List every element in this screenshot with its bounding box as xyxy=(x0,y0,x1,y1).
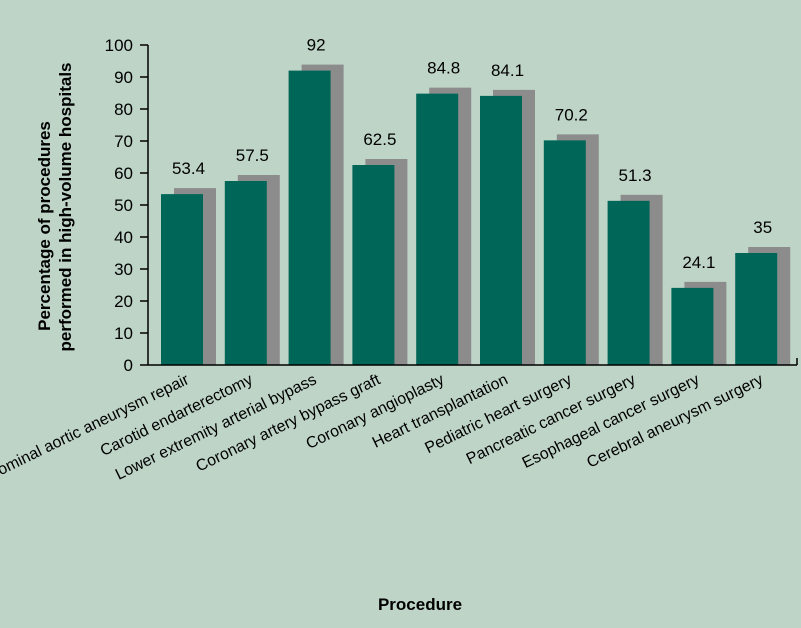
bar-4 xyxy=(352,165,395,365)
y-tick-label-30: 30 xyxy=(114,260,133,279)
y-tick-label-90: 90 xyxy=(114,68,133,87)
data-label-3: 92 xyxy=(307,36,326,55)
y-tick-label-60: 60 xyxy=(114,164,133,183)
y-axis-title-line2: performed in high-volume hospitals xyxy=(56,62,75,351)
bar-10 xyxy=(735,253,778,365)
bar-6 xyxy=(480,95,522,365)
y-tick-label-80: 80 xyxy=(114,100,133,119)
bar-5 xyxy=(416,93,459,365)
data-label-8: 51.3 xyxy=(619,166,652,185)
data-label-7: 70.2 xyxy=(555,105,588,124)
y-tick-label-10: 10 xyxy=(114,324,133,343)
bar-7 xyxy=(543,140,586,365)
data-label-4: 62.5 xyxy=(363,130,396,149)
bar-3 xyxy=(288,70,331,365)
bar-9 xyxy=(671,287,714,365)
bar-1 xyxy=(161,194,203,365)
data-label-9: 24.1 xyxy=(682,253,715,272)
axes-layer: 0 10 20 30 40 50 60 70 80 90 100 xyxy=(105,36,798,375)
data-label-6: 84.1 xyxy=(491,61,524,80)
y-tick-label-100: 100 xyxy=(105,36,133,55)
y-tick-label-0: 0 xyxy=(124,356,133,375)
y-tick-label-20: 20 xyxy=(114,292,133,311)
y-axis-title-line1: Percentage of procedures xyxy=(35,121,54,331)
data-label-5: 84.8 xyxy=(427,59,460,78)
data-label-2: 57.5 xyxy=(236,146,269,165)
bar-8 xyxy=(607,200,650,365)
data-label-10: 35 xyxy=(753,218,772,237)
y-tick-label-70: 70 xyxy=(114,132,133,151)
bar-2 xyxy=(224,181,267,365)
data-label-1: 53.4 xyxy=(172,159,205,178)
y-tick-label-40: 40 xyxy=(114,228,133,247)
y-tick-label-50: 50 xyxy=(114,196,133,215)
bars-layer xyxy=(161,64,791,365)
x-axis-title: Procedure xyxy=(378,595,462,614)
